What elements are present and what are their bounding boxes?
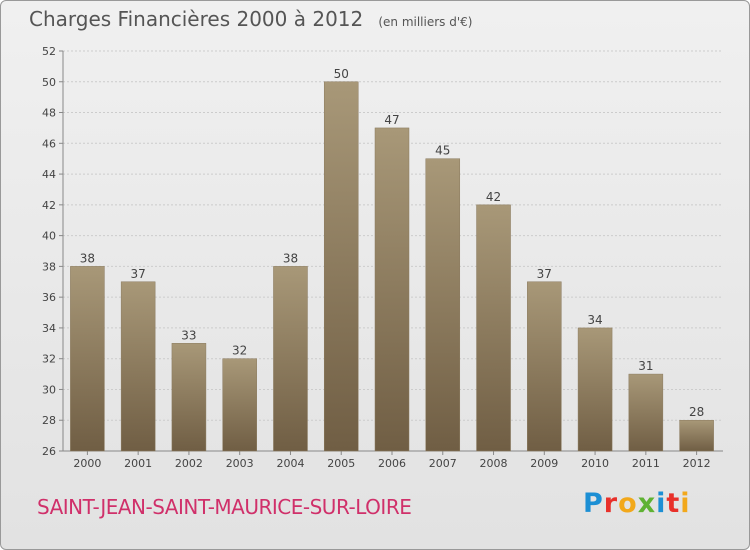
title-row: Charges Financières 2000 à 2012 (en mill…	[29, 7, 472, 31]
x-tick-label: 2003	[226, 457, 254, 470]
x-tick-label: 2000	[73, 457, 101, 470]
x-tick-label: 2004	[276, 457, 304, 470]
x-tick-label: 2001	[124, 457, 152, 470]
data-label: 33	[181, 328, 196, 342]
data-label: 32	[232, 344, 247, 358]
chart-unit: (en milliers d'€)	[378, 15, 473, 29]
logo-letter: i	[680, 488, 691, 519]
x-tick-label: 2008	[480, 457, 508, 470]
logo-letter: P	[583, 488, 604, 519]
y-tick-label: 30	[42, 383, 56, 396]
data-label: 47	[384, 113, 399, 127]
axes: 26 28 30 32 34 36 38 40 42 44 46 48 50 52 2000 2001 2002…	[42, 45, 723, 470]
x-tick-label: 2009	[530, 457, 558, 470]
logo-letter: i	[656, 488, 667, 519]
bar	[323, 81, 359, 452]
y-tick-label: 44	[42, 168, 56, 181]
data-label: 37	[537, 267, 552, 281]
proxiti-logo[interactable]: Proxiti	[583, 488, 691, 519]
x-tick-label: 2005	[327, 457, 355, 470]
y-tick-label: 50	[42, 76, 56, 89]
logo-letter: o	[618, 488, 638, 519]
bar	[273, 266, 308, 452]
bars	[70, 81, 714, 452]
bar	[527, 281, 562, 452]
logo-letter: r	[603, 488, 619, 519]
bar	[120, 281, 156, 452]
bar	[374, 127, 410, 452]
chart-title: Charges Financières 2000 à 2012	[29, 7, 364, 31]
y-tick-label: 40	[42, 230, 56, 243]
data-label: 42	[486, 190, 501, 204]
bar	[70, 266, 105, 452]
x-tick-label: 2011	[632, 457, 660, 470]
y-tick-label: 36	[42, 291, 56, 304]
y-tick-label: 32	[42, 353, 56, 366]
bar	[425, 158, 461, 452]
data-label: 34	[587, 313, 602, 327]
y-tick-label: 28	[42, 414, 56, 427]
logo-letter: x	[637, 488, 657, 519]
data-label: 38	[283, 251, 298, 265]
commune-name: SAINT-JEAN-SAINT-MAURICE-SUR-LOIRE	[37, 495, 412, 519]
x-tick-label: 2002	[175, 457, 203, 470]
y-tick-label: 42	[42, 199, 56, 212]
data-label: 38	[80, 251, 95, 265]
y-tick-label: 38	[42, 260, 56, 273]
logo-letter: t	[666, 488, 681, 519]
data-labels: 38 37 33 32 38 50 47 45 42 37 34 31 28	[80, 67, 705, 419]
x-tick-label: 2006	[378, 457, 406, 470]
y-tick-label: 52	[42, 45, 56, 58]
data-label: 45	[435, 144, 450, 158]
data-label: 28	[689, 405, 704, 419]
bar	[222, 358, 257, 452]
bar	[476, 204, 511, 452]
y-tick-label: 26	[42, 445, 56, 458]
data-label: 31	[638, 359, 653, 373]
bar	[679, 419, 714, 452]
y-tick-label: 46	[42, 137, 56, 150]
bar	[628, 373, 664, 452]
bar	[171, 343, 207, 452]
x-tick-label: 2010	[581, 457, 609, 470]
y-tick-label: 48	[42, 107, 56, 120]
y-tick-label: 34	[42, 322, 56, 335]
data-label: 37	[131, 267, 146, 281]
x-tick-label: 2012	[683, 457, 711, 470]
bar	[577, 327, 613, 452]
data-label: 50	[334, 67, 349, 81]
x-tick-label: 2007	[429, 457, 457, 470]
